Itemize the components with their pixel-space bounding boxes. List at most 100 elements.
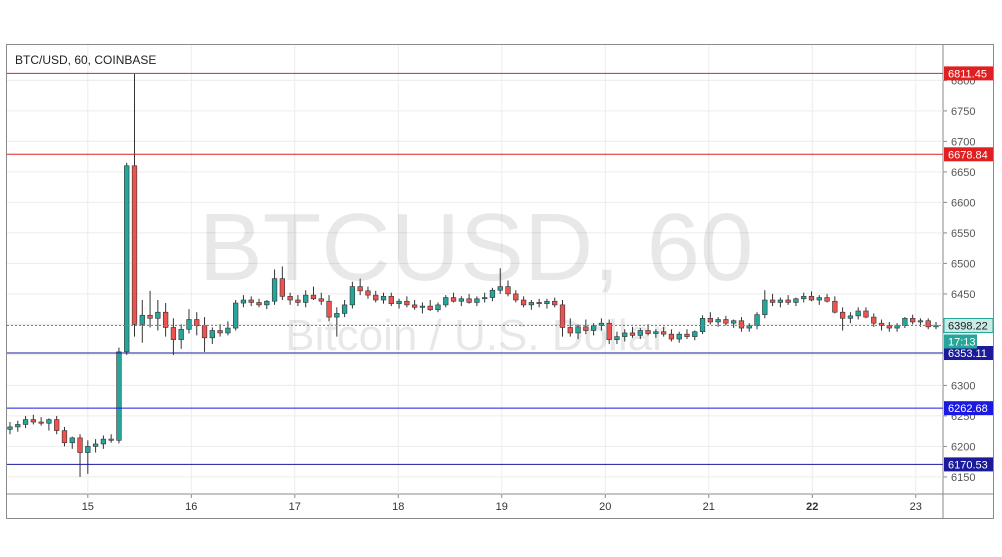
watermark-sub: Bitcoin / U.S. Dollar (285, 311, 666, 360)
candle-body (536, 302, 542, 304)
candle-body (769, 299, 776, 303)
candle-body (264, 300, 270, 306)
candle-body (155, 311, 161, 319)
candle-body (147, 314, 153, 319)
candle-body (30, 419, 36, 423)
level-tag (944, 147, 993, 162)
candle-body (653, 331, 659, 334)
y-tick-label: 6700 (951, 136, 975, 148)
candle-body (225, 327, 231, 334)
candle-body (303, 294, 309, 303)
candle-body (816, 297, 822, 301)
candle-body (567, 327, 573, 334)
y-tick-label: 6200 (951, 441, 975, 453)
candle-body (684, 333, 690, 337)
price-axis[interactable]: 6150620062506300635064006450650065506600… (943, 75, 975, 484)
candle-body (832, 300, 838, 313)
candle-body (170, 327, 177, 340)
candle-body (318, 298, 324, 302)
candles (7, 73, 939, 477)
candle-body (902, 318, 908, 326)
x-tick-label: 15 (82, 501, 94, 513)
level-tag (944, 346, 993, 361)
candle-body (482, 297, 488, 300)
candle-body (746, 325, 752, 329)
candle-body (622, 332, 628, 337)
candle-body (513, 293, 519, 301)
candle-body (583, 326, 589, 331)
candle-body (162, 311, 169, 328)
candle-body (186, 319, 192, 330)
candle-body (762, 299, 768, 315)
level-tag-label: 6678.84 (948, 149, 988, 161)
candle-body (590, 325, 597, 331)
candle-body (295, 299, 301, 303)
candle-body (279, 278, 285, 297)
candle-body (46, 419, 52, 424)
candle-body (894, 325, 900, 329)
y-tick-label: 6450 (951, 289, 975, 301)
candle-body (287, 296, 293, 301)
candle-body (108, 438, 114, 441)
candle-body (334, 313, 340, 318)
level-tag-label: 6170.53 (948, 459, 988, 471)
candle-body (925, 320, 931, 328)
candle-body (559, 304, 566, 328)
candle-body (388, 296, 394, 304)
candle-body (178, 328, 184, 340)
candle-body (847, 315, 854, 319)
candle-body (738, 320, 745, 329)
countdown-tag (944, 334, 977, 349)
candle-body (552, 300, 558, 306)
candle-body (7, 426, 13, 430)
candle-body (341, 304, 348, 314)
candle-body (396, 300, 402, 304)
x-tick-label: 21 (703, 501, 715, 513)
countdown-label: 17:13 (948, 336, 976, 348)
candle-body (77, 437, 83, 453)
candle-body (785, 299, 791, 303)
candle-body (365, 290, 371, 296)
candle-body (754, 314, 760, 326)
candle-body (209, 330, 215, 339)
candle-body (256, 302, 262, 306)
time-axis[interactable]: 15 16 17 18 19 20 21 22 23 (82, 494, 922, 513)
x-tick-label: 17 (289, 501, 301, 513)
price-tags: 6811.45 6678.84 6353.11 6262.68 6170.53 6398.… (943, 66, 994, 472)
candle-body (217, 330, 223, 334)
candle-body (863, 310, 869, 318)
candle-body (637, 330, 643, 336)
candle-body (404, 300, 410, 306)
candle-body (116, 351, 122, 441)
candle-body (38, 421, 44, 424)
candle-body (505, 286, 511, 295)
candle-body (793, 298, 799, 303)
y-tick-label: 6600 (951, 197, 975, 209)
candle-body (310, 294, 317, 300)
candle-body (606, 322, 612, 340)
level-tag-label: 6811.45 (948, 68, 987, 80)
x-tick-label: 18 (392, 501, 404, 513)
candle-body (15, 424, 21, 428)
watermark-main: BTCUSD, 60 (199, 194, 754, 301)
candle-body (629, 332, 636, 336)
level-tag (944, 457, 993, 472)
candle-body (676, 333, 682, 340)
x-tick-label: 20 (599, 501, 611, 513)
candle-body (248, 299, 254, 303)
candle-body (661, 331, 667, 335)
y-tick-label: 6650 (951, 167, 975, 179)
y-tick-label: 6150 (951, 472, 975, 484)
candle-body (427, 305, 433, 311)
candle-body (458, 298, 464, 302)
y-tick-label: 6550 (951, 228, 975, 240)
candle-body (124, 165, 130, 353)
candle-body (528, 302, 534, 306)
candle-body (723, 319, 729, 324)
current-price-tag (943, 317, 994, 333)
candle-body (380, 296, 387, 301)
candle-body (598, 322, 605, 326)
candle-body (443, 297, 449, 306)
candle-body (855, 310, 861, 317)
